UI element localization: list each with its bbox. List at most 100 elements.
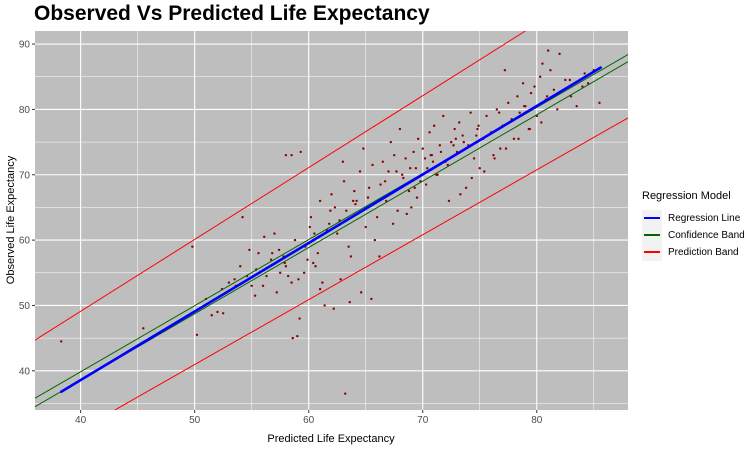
- data-point: [396, 209, 399, 212]
- data-point: [528, 127, 532, 131]
- data-point: [459, 193, 462, 196]
- data-point: [545, 95, 549, 98]
- data-point: [387, 170, 390, 173]
- data-point: [518, 111, 521, 114]
- x-tick-label: 80: [531, 415, 543, 426]
- data-point: [439, 150, 443, 154]
- data-point: [475, 134, 478, 137]
- y-tick-label: 90: [19, 40, 31, 51]
- data-point: [233, 278, 236, 281]
- legend-item-prediction-band: Prediction Band: [642, 244, 745, 261]
- data-point: [336, 232, 339, 235]
- data-point: [395, 170, 398, 173]
- data-point: [60, 340, 63, 343]
- data-point: [408, 167, 412, 170]
- data-point: [239, 265, 242, 268]
- data-point: [424, 183, 428, 186]
- data-point: [271, 251, 274, 255]
- data-point: [558, 52, 561, 56]
- data-point: [402, 176, 405, 180]
- data-point: [381, 160, 385, 163]
- data-point: [442, 114, 445, 118]
- data-point: [318, 287, 322, 291]
- data-point: [492, 153, 495, 157]
- data-point: [330, 193, 333, 196]
- chart-title: Observed Vs Predicted Life Expectancy: [34, 2, 430, 25]
- data-point: [366, 196, 370, 199]
- data-point: [529, 91, 533, 95]
- confidence-band-swatch: [644, 234, 660, 236]
- data-point: [389, 140, 392, 144]
- data-point: [472, 157, 476, 160]
- data-point: [450, 140, 453, 144]
- x-tick-label: 50: [189, 415, 201, 426]
- data-point: [432, 124, 436, 127]
- data-point: [263, 235, 266, 239]
- prediction-band-swatch: [644, 251, 660, 253]
- data-point: [351, 199, 355, 203]
- data-point: [454, 137, 458, 141]
- data-point: [398, 127, 402, 131]
- legend-key-confidence-band: [642, 227, 662, 244]
- data-point: [343, 392, 347, 395]
- data-point: [581, 85, 584, 88]
- data-point: [414, 167, 418, 170]
- data-point: [339, 278, 342, 281]
- data-point: [353, 189, 356, 193]
- data-point: [436, 173, 439, 176]
- legend-key-prediction-band: [642, 244, 662, 261]
- data-point: [269, 258, 273, 261]
- data-point: [407, 189, 411, 193]
- data-point: [478, 167, 481, 170]
- data-point: [379, 183, 382, 186]
- data-point: [227, 281, 231, 284]
- legend-item-confidence-band: Confidence Band: [642, 227, 745, 244]
- data-point: [297, 278, 300, 281]
- x-tick-label: 60: [303, 415, 315, 426]
- data-point: [483, 170, 486, 173]
- data-point: [583, 72, 586, 75]
- data-point: [333, 206, 337, 209]
- data-point: [308, 225, 312, 229]
- data-point: [568, 78, 572, 82]
- data-point: [302, 271, 306, 274]
- data-point: [541, 62, 544, 65]
- lines-layer: [35, 31, 628, 410]
- data-point: [538, 75, 542, 78]
- data-point: [370, 297, 373, 301]
- legend-label-regression-line: Regression Line: [668, 213, 741, 224]
- data-point: [470, 176, 473, 180]
- data-point: [296, 334, 299, 338]
- legend-key-regression-line: [642, 210, 662, 227]
- data-point: [313, 232, 316, 235]
- data-point: [362, 147, 365, 150]
- data-point: [241, 216, 244, 219]
- data-point: [429, 153, 432, 157]
- data-point: [328, 222, 331, 225]
- data-point: [318, 199, 322, 203]
- data-point: [375, 216, 379, 219]
- regression-line-swatch: [644, 217, 660, 219]
- data-point: [423, 157, 427, 160]
- data-point: [373, 238, 377, 242]
- regression-line-line: [59, 66, 602, 394]
- data-point: [503, 69, 507, 72]
- legend-label-confidence-band: Confidence Band: [668, 230, 745, 241]
- data-point: [323, 304, 326, 307]
- y-tick-label: 80: [19, 105, 31, 116]
- data-point: [540, 121, 543, 124]
- data-point: [286, 274, 290, 278]
- data-point: [552, 88, 556, 92]
- data-point: [329, 209, 332, 212]
- data-point: [493, 157, 496, 160]
- data-point: [345, 209, 348, 212]
- data-point: [284, 153, 288, 157]
- data-point: [210, 314, 213, 317]
- data-point: [393, 153, 396, 157]
- data-point: [309, 216, 313, 219]
- data-point: [364, 225, 367, 229]
- data-point: [428, 131, 431, 134]
- data-point: [277, 248, 281, 252]
- y-tick-label: 40: [19, 366, 31, 377]
